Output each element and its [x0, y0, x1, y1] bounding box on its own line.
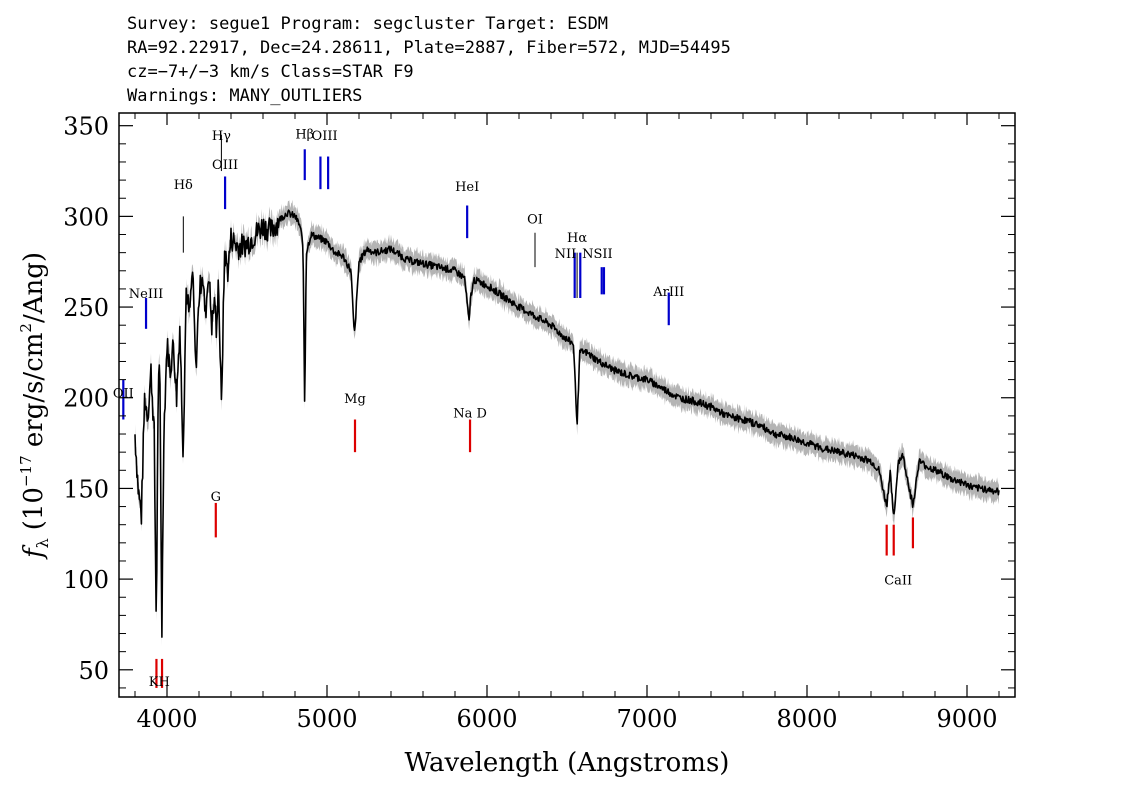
y-tick-label: 300 — [63, 203, 109, 231]
line-label-11: NSII — [582, 247, 613, 262]
x-tick-label: 9000 — [936, 705, 997, 733]
line-label-3: Hγ — [212, 129, 231, 144]
line-label-16: Na D — [453, 407, 487, 422]
y-axis-title-open: (10 — [19, 487, 49, 530]
line-marker-layer — [122, 134, 915, 688]
line-label-14: G — [211, 490, 221, 505]
y-axis-title: fλ(10−17 erg/s/cm2/Ang) — [17, 252, 52, 560]
x-tick-label: 4000 — [136, 705, 197, 733]
y-tick-label: 100 — [63, 566, 109, 594]
line-label-13: KH — [149, 675, 170, 690]
axis-ticks: 4000 5000 6000 7000 8000 9000 50 100 150 200 250 30… — [63, 113, 1015, 733]
header-line-3: cz=−7+/−3 km/s Class=STAR F9 — [127, 62, 414, 82]
header-line-1: Survey: segue1 Program: segcluster Targe… — [127, 14, 608, 34]
x-tick-label: 5000 — [296, 705, 357, 733]
y-tick-label: 200 — [63, 385, 109, 413]
chart-header: Survey: segue1 Program: segcluster Targe… — [127, 14, 731, 106]
header-line-4: Warnings: MANY_OUTLIERS — [127, 86, 362, 106]
line-label-8: OI — [527, 213, 543, 228]
error-band-layer — [135, 199, 999, 647]
y-tick-label: 250 — [63, 294, 109, 322]
y-axis-title-exp: −17 — [17, 455, 35, 487]
y-tick-label: 50 — [78, 657, 109, 685]
x-tick-label: 6000 — [456, 705, 517, 733]
line-label-1: NeIII — [129, 287, 163, 302]
line-label-0: OII — [113, 387, 134, 402]
plot-frame — [118, 112, 1016, 698]
line-label-17: CaII — [884, 574, 912, 589]
y-axis-title-sq: 2 — [17, 323, 35, 333]
y-axis-title-tail: /Ang) — [19, 252, 49, 323]
line-label-15: Mg — [344, 392, 366, 407]
x-tick-label: 7000 — [616, 705, 677, 733]
spectrum-line — [134, 209, 1000, 638]
header-line-2: RA=92.22917, Dec=24.28611, Plate=2887, F… — [127, 38, 731, 58]
line-label-4: OIII — [212, 158, 238, 173]
x-axis-title: Wavelength (Angstroms) — [405, 748, 730, 778]
line-label-10: Hα — [567, 231, 587, 246]
line-label-9: NII — [555, 247, 577, 262]
y-tick-label: 350 — [63, 113, 109, 141]
line-label-7: HeI — [455, 180, 479, 195]
y-tick-label: 150 — [63, 475, 109, 503]
y-axis-title-lambda: λ — [33, 538, 52, 548]
y-axis-title-units: erg/s/cm — [19, 333, 49, 456]
x-tick-label: 8000 — [776, 705, 837, 733]
line-label-2: Hδ — [174, 178, 193, 193]
line-label-12: ArIII — [652, 285, 684, 300]
error-band — [135, 199, 999, 647]
line-label-6: OIII — [312, 129, 338, 144]
spectrum-series-layer — [134, 209, 1000, 638]
line-label-5: Hβ — [295, 127, 314, 142]
line-label-layer: OIINeIIIHδHγOIIIHβOIIIHeIOINIIHαNSIIArII… — [113, 127, 912, 690]
